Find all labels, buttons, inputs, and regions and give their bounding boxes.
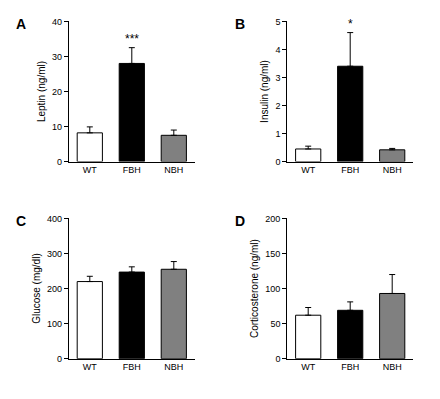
svg-text:A: A [16, 16, 26, 32]
svg-text:WT: WT [301, 362, 315, 372]
svg-text:0: 0 [57, 157, 62, 167]
svg-text:***: *** [125, 32, 139, 46]
svg-text:3: 3 [275, 73, 280, 83]
svg-text:400: 400 [47, 214, 62, 224]
svg-text:FBH: FBH [123, 362, 141, 372]
svg-text:FBH: FBH [341, 165, 359, 175]
svg-text:D: D [235, 213, 245, 229]
svg-text:200: 200 [265, 214, 280, 224]
svg-text:FBH: FBH [123, 165, 141, 175]
svg-text:WT: WT [83, 165, 97, 175]
svg-text:20: 20 [52, 87, 62, 97]
svg-text:2: 2 [275, 101, 280, 111]
svg-text:NBH: NBH [383, 165, 402, 175]
svg-text:50: 50 [270, 319, 280, 329]
svg-text:NBH: NBH [383, 362, 402, 372]
svg-text:0: 0 [57, 354, 62, 364]
svg-text:30: 30 [52, 52, 62, 62]
svg-text:B: B [235, 16, 245, 32]
svg-text:100: 100 [265, 284, 280, 294]
svg-text:NBH: NBH [164, 362, 183, 372]
svg-text:5: 5 [275, 17, 280, 27]
svg-text:100: 100 [47, 319, 62, 329]
svg-text:NBH: NBH [164, 165, 183, 175]
svg-text:WT: WT [83, 362, 97, 372]
svg-text:Corticosterone (ng/ml): Corticosterone (ng/ml) [249, 239, 260, 338]
svg-text:4: 4 [275, 45, 280, 55]
svg-text:WT: WT [301, 165, 315, 175]
svg-text:*: * [348, 17, 353, 31]
svg-text:0: 0 [275, 157, 280, 167]
svg-text:C: C [16, 213, 26, 229]
svg-text:Leptin (ng/ml): Leptin (ng/ml) [36, 61, 47, 122]
svg-text:1: 1 [275, 129, 280, 139]
svg-text:10: 10 [52, 122, 62, 132]
svg-text:FBH: FBH [341, 362, 359, 372]
svg-text:0: 0 [275, 354, 280, 364]
svg-text:200: 200 [47, 284, 62, 294]
svg-text:Glucose (mg/dl): Glucose (mg/dl) [31, 253, 42, 324]
svg-text:300: 300 [47, 249, 62, 259]
svg-text:40: 40 [52, 17, 62, 27]
svg-text:150: 150 [265, 249, 280, 259]
svg-text:Insulin (ng/ml): Insulin (ng/ml) [259, 60, 270, 123]
